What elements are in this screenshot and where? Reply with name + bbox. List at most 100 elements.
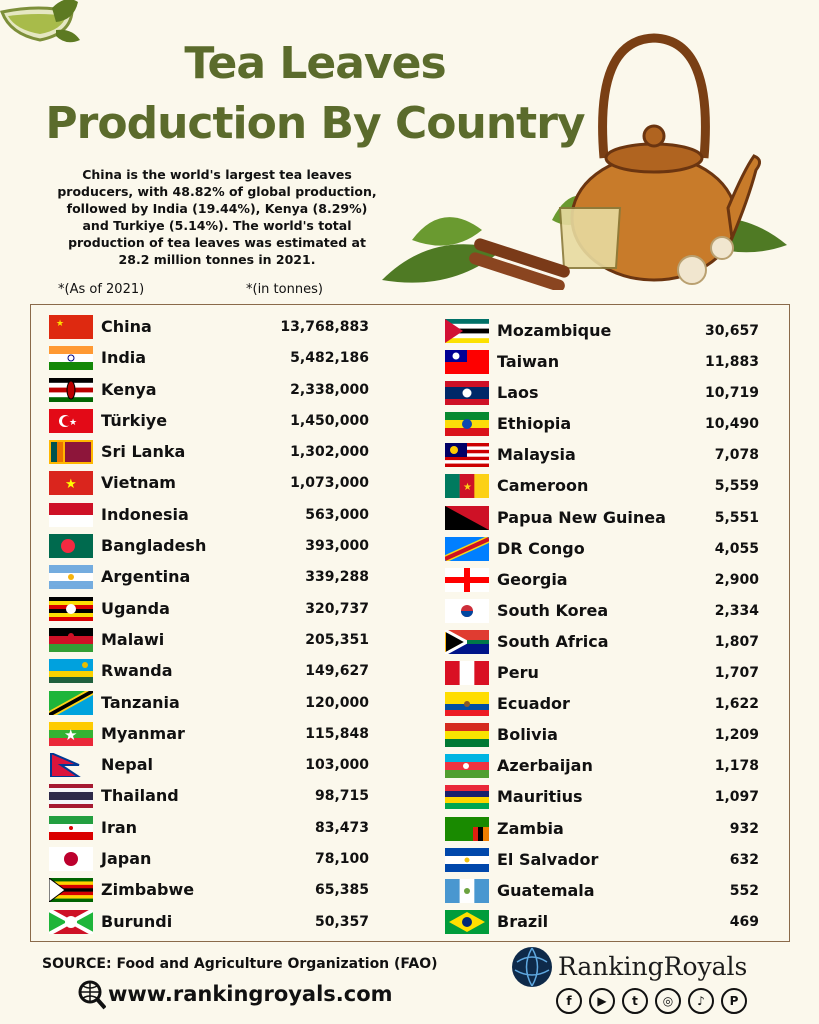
table-row: Uganda 320,737 — [49, 595, 389, 626]
country-name: Thailand — [101, 786, 179, 806]
units-note: *(in tonnes) — [246, 282, 323, 297]
source-note: SOURCE: Food and Agriculture Organizatio… — [42, 956, 438, 972]
country-name: India — [101, 348, 147, 368]
youtube-icon[interactable]: ▶ — [589, 988, 615, 1014]
table-column-left: ★ China 13,768,883 India 5,482,186 Kenya 2,338… — [49, 313, 389, 939]
production-value: 10,719 — [704, 385, 759, 402]
table-row: Malawi 205,351 — [49, 626, 389, 657]
el-salvador-flag-icon — [445, 847, 489, 872]
country-name: Mozambique — [497, 321, 612, 340]
production-value: 1,073,000 — [290, 475, 369, 492]
instagram-icon[interactable]: ◎ — [655, 988, 681, 1014]
intro-text: China is the world's largest tea leaves … — [57, 167, 377, 267]
table-row: ★ China 13,768,883 — [49, 313, 389, 344]
table-row: Rwanda 149,627 — [49, 657, 389, 688]
production-value: 98,715 — [314, 788, 369, 805]
table-row: Argentina 339,288 — [49, 563, 389, 594]
table-row: India 5,482,186 — [49, 344, 389, 375]
production-value: 393,000 — [305, 538, 369, 555]
production-value: 2,334 — [714, 602, 759, 619]
country-name: Argentina — [101, 567, 191, 587]
production-value: 2,338,000 — [290, 381, 369, 398]
country-name: Japan — [101, 849, 152, 869]
mauritius-flag-icon — [445, 785, 489, 810]
production-value: 469 — [729, 913, 759, 930]
turkiye-flag-icon: ★ — [49, 408, 93, 433]
country-name: Papua New Guinea — [497, 507, 666, 527]
zambia-flag-icon — [445, 816, 489, 841]
as-of-note: *(As of 2021) — [58, 282, 145, 297]
table-row: ★ Vietnam 1,073,000 — [49, 469, 389, 500]
malawi-flag-icon — [49, 627, 93, 652]
production-value: 2,900 — [714, 571, 759, 588]
country-name: Vietnam — [101, 473, 176, 493]
website-link[interactable]: www.rankingroyals.com — [108, 982, 393, 1006]
facebook-icon[interactable]: f — [556, 988, 582, 1014]
production-value: 1,622 — [714, 696, 759, 713]
table-row: Azerbaijan 1,178 — [445, 752, 775, 783]
country-name: Nepal — [101, 755, 153, 775]
production-value: 103,000 — [305, 757, 369, 774]
svg-text:★: ★ — [463, 482, 472, 493]
production-value: 320,737 — [305, 600, 369, 617]
south-korea-flag-icon — [445, 598, 489, 623]
country-name: Bangladesh — [101, 536, 207, 556]
mozambique-flag-icon — [445, 319, 489, 343]
sri-lanka-flag-icon — [49, 440, 93, 465]
table-row: DR Congo 4,055 — [445, 535, 775, 566]
production-value: 632 — [729, 851, 759, 868]
peru-flag-icon — [445, 661, 489, 686]
nepal-flag-icon — [49, 753, 93, 778]
production-value: 563,000 — [305, 506, 369, 523]
zimbabwe-flag-icon — [49, 878, 93, 903]
myanmar-flag-icon: ★ — [49, 721, 93, 746]
table-row: Sri Lanka 1,302,000 — [49, 438, 389, 469]
production-value: 30,657 — [704, 323, 759, 339]
production-value: 50,357 — [314, 913, 369, 930]
argentina-flag-icon — [49, 565, 93, 590]
country-name: Rwanda — [101, 661, 173, 681]
china-flag-icon: ★ — [49, 315, 93, 339]
table-row: Zimbabwe 65,385 — [49, 876, 389, 907]
svg-text:★: ★ — [64, 726, 77, 744]
production-value: 115,848 — [305, 725, 369, 742]
country-name: Türkiye — [101, 410, 168, 430]
country-name: Burundi — [101, 911, 173, 931]
ranking-royals-globe-icon — [512, 947, 552, 987]
thailand-flag-icon — [49, 784, 93, 809]
production-value: 1,807 — [714, 633, 759, 650]
table-row: South Africa 1,807 — [445, 628, 775, 659]
production-value: 5,551 — [714, 509, 759, 526]
guatemala-flag-icon — [445, 878, 489, 903]
production-value: 65,385 — [314, 882, 369, 899]
social-links: f ▶ t ◎ ♪ P — [556, 988, 747, 1014]
twitter-icon[interactable]: t — [622, 988, 648, 1014]
table-row: ★ Myanmar 115,848 — [49, 720, 389, 751]
svg-text:★: ★ — [56, 319, 64, 329]
table-row: South Korea 2,334 — [445, 597, 775, 628]
indonesia-flag-icon — [49, 502, 93, 527]
table-row: Burundi 50,357 — [49, 908, 389, 939]
production-value: 1,707 — [714, 665, 759, 682]
table-row: Tanzania 120,000 — [49, 689, 389, 720]
page-title-line1: Tea Leaves — [184, 38, 446, 89]
country-name: Taiwan — [497, 352, 560, 372]
table-row: Nepal 103,000 — [49, 751, 389, 782]
table-row: Japan 78,100 — [49, 845, 389, 876]
svg-text:★: ★ — [69, 418, 77, 428]
page-title-line2: Production By Country — [45, 98, 585, 149]
georgia-flag-icon — [445, 567, 489, 592]
table-row: Ethiopia 10,490 — [445, 410, 775, 441]
table-row: Brazil 469 — [445, 908, 775, 939]
production-value: 339,288 — [305, 569, 369, 586]
pinterest-icon[interactable]: P — [721, 988, 747, 1014]
table-row: Indonesia 563,000 — [49, 501, 389, 532]
table-row: Bolivia 1,209 — [445, 721, 775, 752]
laos-flag-icon — [445, 381, 489, 406]
iran-flag-icon — [49, 815, 93, 840]
tiktok-icon[interactable]: ♪ — [688, 988, 714, 1014]
country-name: Myanmar — [101, 723, 185, 743]
table-row: El Salvador 632 — [445, 846, 775, 877]
country-name: Laos — [497, 383, 539, 403]
country-name: Malawi — [101, 629, 165, 649]
